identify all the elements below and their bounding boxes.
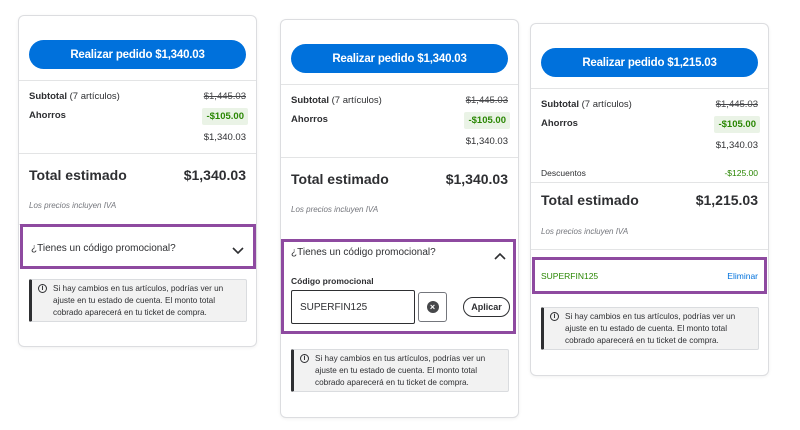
chevron-up-icon[interactable] xyxy=(492,249,508,265)
estimated-total-label: Total estimado xyxy=(29,167,127,183)
divider xyxy=(19,80,256,81)
place-order-button[interactable]: Realizar pedido $1,340.03 xyxy=(291,44,508,73)
subtotal-after-savings: $1,340.03 xyxy=(715,140,758,151)
subtotal-after-savings: $1,340.03 xyxy=(203,132,246,143)
promo-code-toggle[interactable]: ¿Tienes un código promocional? xyxy=(291,247,436,258)
divider xyxy=(281,157,518,158)
estimated-total-amount: $1,340.03 xyxy=(445,171,508,187)
promo-code-toggle[interactable]: ¿Tienes un código promocional? xyxy=(31,243,176,254)
order-summary-card-collapsed: Realizar pedido $1,340.03 Subtotal (7 ar… xyxy=(18,15,257,347)
iva-note: Los precios incluyen IVA xyxy=(541,227,629,236)
subtotal-count: (7 artículos) xyxy=(331,95,382,106)
subtotal-original-price: $1,445.03 xyxy=(715,99,758,110)
savings-badge: -$105.00 xyxy=(202,108,248,125)
place-order-button[interactable]: Realizar pedido $1,215.03 xyxy=(541,48,758,77)
remove-promo-link[interactable]: Eliminar xyxy=(727,271,758,281)
account-adjustment-notice: i Si hay cambios en tus artículos, podrí… xyxy=(291,349,509,392)
divider xyxy=(531,182,768,183)
place-order-button[interactable]: Realizar pedido $1,340.03 xyxy=(29,40,246,69)
subtotal-label: Subtotal (7 artículos) xyxy=(29,91,120,102)
applied-promo-code: SUPERFIN125 xyxy=(541,271,599,281)
info-icon: i xyxy=(550,312,559,321)
subtotal-text: Subtotal xyxy=(541,99,579,110)
savings-label: Ahorros xyxy=(541,118,578,129)
savings-text: Ahorros xyxy=(541,118,578,129)
subtotal-after-savings: $1,340.03 xyxy=(465,136,508,147)
highlight-promo-applied xyxy=(532,257,767,294)
clear-input-button[interactable]: × xyxy=(418,292,447,322)
chevron-down-icon[interactable] xyxy=(230,242,246,258)
iva-note: Los precios incluyen IVA xyxy=(291,205,379,214)
divider xyxy=(531,88,768,89)
apply-button[interactable]: Aplicar xyxy=(463,297,510,317)
savings-label: Ahorros xyxy=(291,114,328,125)
info-icon: i xyxy=(38,284,47,293)
divider xyxy=(19,153,256,154)
subtotal-label: Subtotal (7 artículos) xyxy=(541,99,632,110)
highlight-promo-collapsed xyxy=(20,224,256,269)
estimated-total-label: Total estimado xyxy=(291,171,389,187)
discounts-amount: -$125.00 xyxy=(724,168,758,178)
account-adjustment-notice: i Si hay cambios en tus artículos, podrí… xyxy=(541,307,759,350)
notice-text: Si hay cambios en tus artículos, podrías… xyxy=(315,354,486,387)
subtotal-text: Subtotal xyxy=(29,91,67,102)
estimated-total-amount: $1,215.03 xyxy=(695,192,758,208)
promo-code-field-label: Código promocional xyxy=(291,276,374,286)
subtotal-count: (7 artículos) xyxy=(581,99,632,110)
subtotal-original-price: $1,445.03 xyxy=(465,95,508,106)
discounts-label: Descuentos xyxy=(541,168,586,178)
savings-label: Ahorros xyxy=(29,110,66,121)
savings-text: Ahorros xyxy=(29,110,66,121)
iva-note: Los precios incluyen IVA xyxy=(29,201,117,210)
estimated-total-label: Total estimado xyxy=(541,192,639,208)
savings-badge: -$105.00 xyxy=(464,112,510,129)
subtotal-label: Subtotal (7 artículos) xyxy=(291,95,382,106)
account-adjustment-notice: i Si hay cambios en tus artículos, podrí… xyxy=(29,279,247,322)
subtotal-original-price: $1,445.03 xyxy=(203,91,246,102)
notice-text: Si hay cambios en tus artículos, podrías… xyxy=(53,284,224,317)
estimated-total-amount: $1,340.03 xyxy=(183,167,246,183)
order-summary-card-applied: Realizar pedido $1,215.03 Subtotal (7 ar… xyxy=(530,23,769,376)
divider xyxy=(531,249,768,250)
subtotal-count: (7 artículos) xyxy=(69,91,120,102)
order-summary-card-expanded: Realizar pedido $1,340.03 Subtotal (7 ar… xyxy=(280,19,519,418)
info-icon: i xyxy=(300,354,309,363)
divider xyxy=(281,84,518,85)
clear-icon: × xyxy=(426,301,439,313)
highlight-promo-expanded xyxy=(281,239,516,334)
subtotal-text: Subtotal xyxy=(291,95,329,106)
savings-badge: -$105.00 xyxy=(714,116,760,133)
savings-text: Ahorros xyxy=(291,114,328,125)
promo-code-input[interactable]: SUPERFIN125 xyxy=(291,290,415,324)
notice-text: Si hay cambios en tus artículos, podrías… xyxy=(565,312,736,345)
